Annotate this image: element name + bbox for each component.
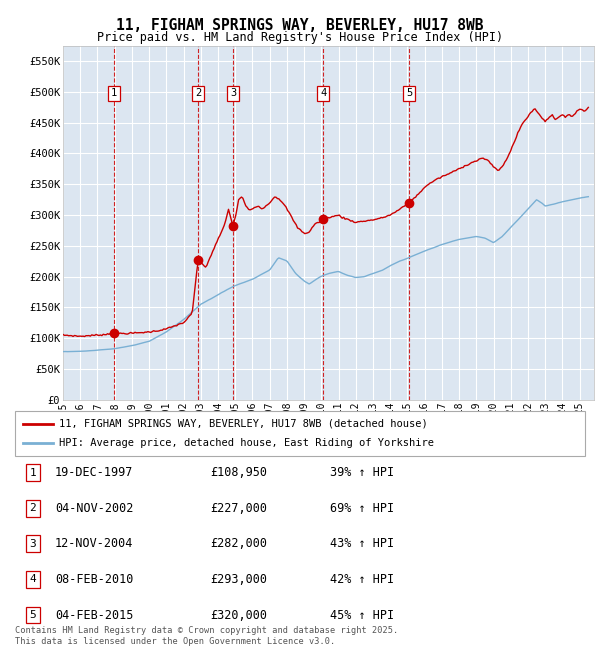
Text: 11, FIGHAM SPRINGS WAY, BEVERLEY, HU17 8WB: 11, FIGHAM SPRINGS WAY, BEVERLEY, HU17 8…: [116, 18, 484, 33]
Text: HPI: Average price, detached house, East Riding of Yorkshire: HPI: Average price, detached house, East…: [59, 438, 434, 448]
Text: 4: 4: [320, 88, 326, 98]
Text: 2: 2: [195, 88, 201, 98]
Text: £108,950: £108,950: [210, 466, 267, 479]
Text: 5: 5: [406, 88, 412, 98]
Text: 12-NOV-2004: 12-NOV-2004: [55, 538, 133, 551]
Text: 42% ↑ HPI: 42% ↑ HPI: [330, 573, 394, 586]
Text: 11, FIGHAM SPRINGS WAY, BEVERLEY, HU17 8WB (detached house): 11, FIGHAM SPRINGS WAY, BEVERLEY, HU17 8…: [59, 419, 428, 428]
Text: 39% ↑ HPI: 39% ↑ HPI: [330, 466, 394, 479]
Text: 69% ↑ HPI: 69% ↑ HPI: [330, 502, 394, 515]
Text: 5: 5: [29, 610, 37, 620]
FancyBboxPatch shape: [15, 411, 585, 456]
Text: 3: 3: [230, 88, 236, 98]
Text: 1: 1: [29, 467, 37, 478]
Text: £293,000: £293,000: [210, 573, 267, 586]
Text: £320,000: £320,000: [210, 608, 267, 621]
Text: 08-FEB-2010: 08-FEB-2010: [55, 573, 133, 586]
Text: Price paid vs. HM Land Registry's House Price Index (HPI): Price paid vs. HM Land Registry's House …: [97, 31, 503, 44]
Text: £282,000: £282,000: [210, 538, 267, 551]
Text: £227,000: £227,000: [210, 502, 267, 515]
Text: 2: 2: [29, 503, 37, 514]
Text: 4: 4: [29, 575, 37, 584]
Text: 1: 1: [111, 88, 117, 98]
Text: 45% ↑ HPI: 45% ↑ HPI: [330, 608, 394, 621]
Text: 19-DEC-1997: 19-DEC-1997: [55, 466, 133, 479]
Text: 04-NOV-2002: 04-NOV-2002: [55, 502, 133, 515]
Text: 3: 3: [29, 539, 37, 549]
Text: 43% ↑ HPI: 43% ↑ HPI: [330, 538, 394, 551]
Text: 04-FEB-2015: 04-FEB-2015: [55, 608, 133, 621]
Text: Contains HM Land Registry data © Crown copyright and database right 2025.
This d: Contains HM Land Registry data © Crown c…: [15, 627, 398, 645]
